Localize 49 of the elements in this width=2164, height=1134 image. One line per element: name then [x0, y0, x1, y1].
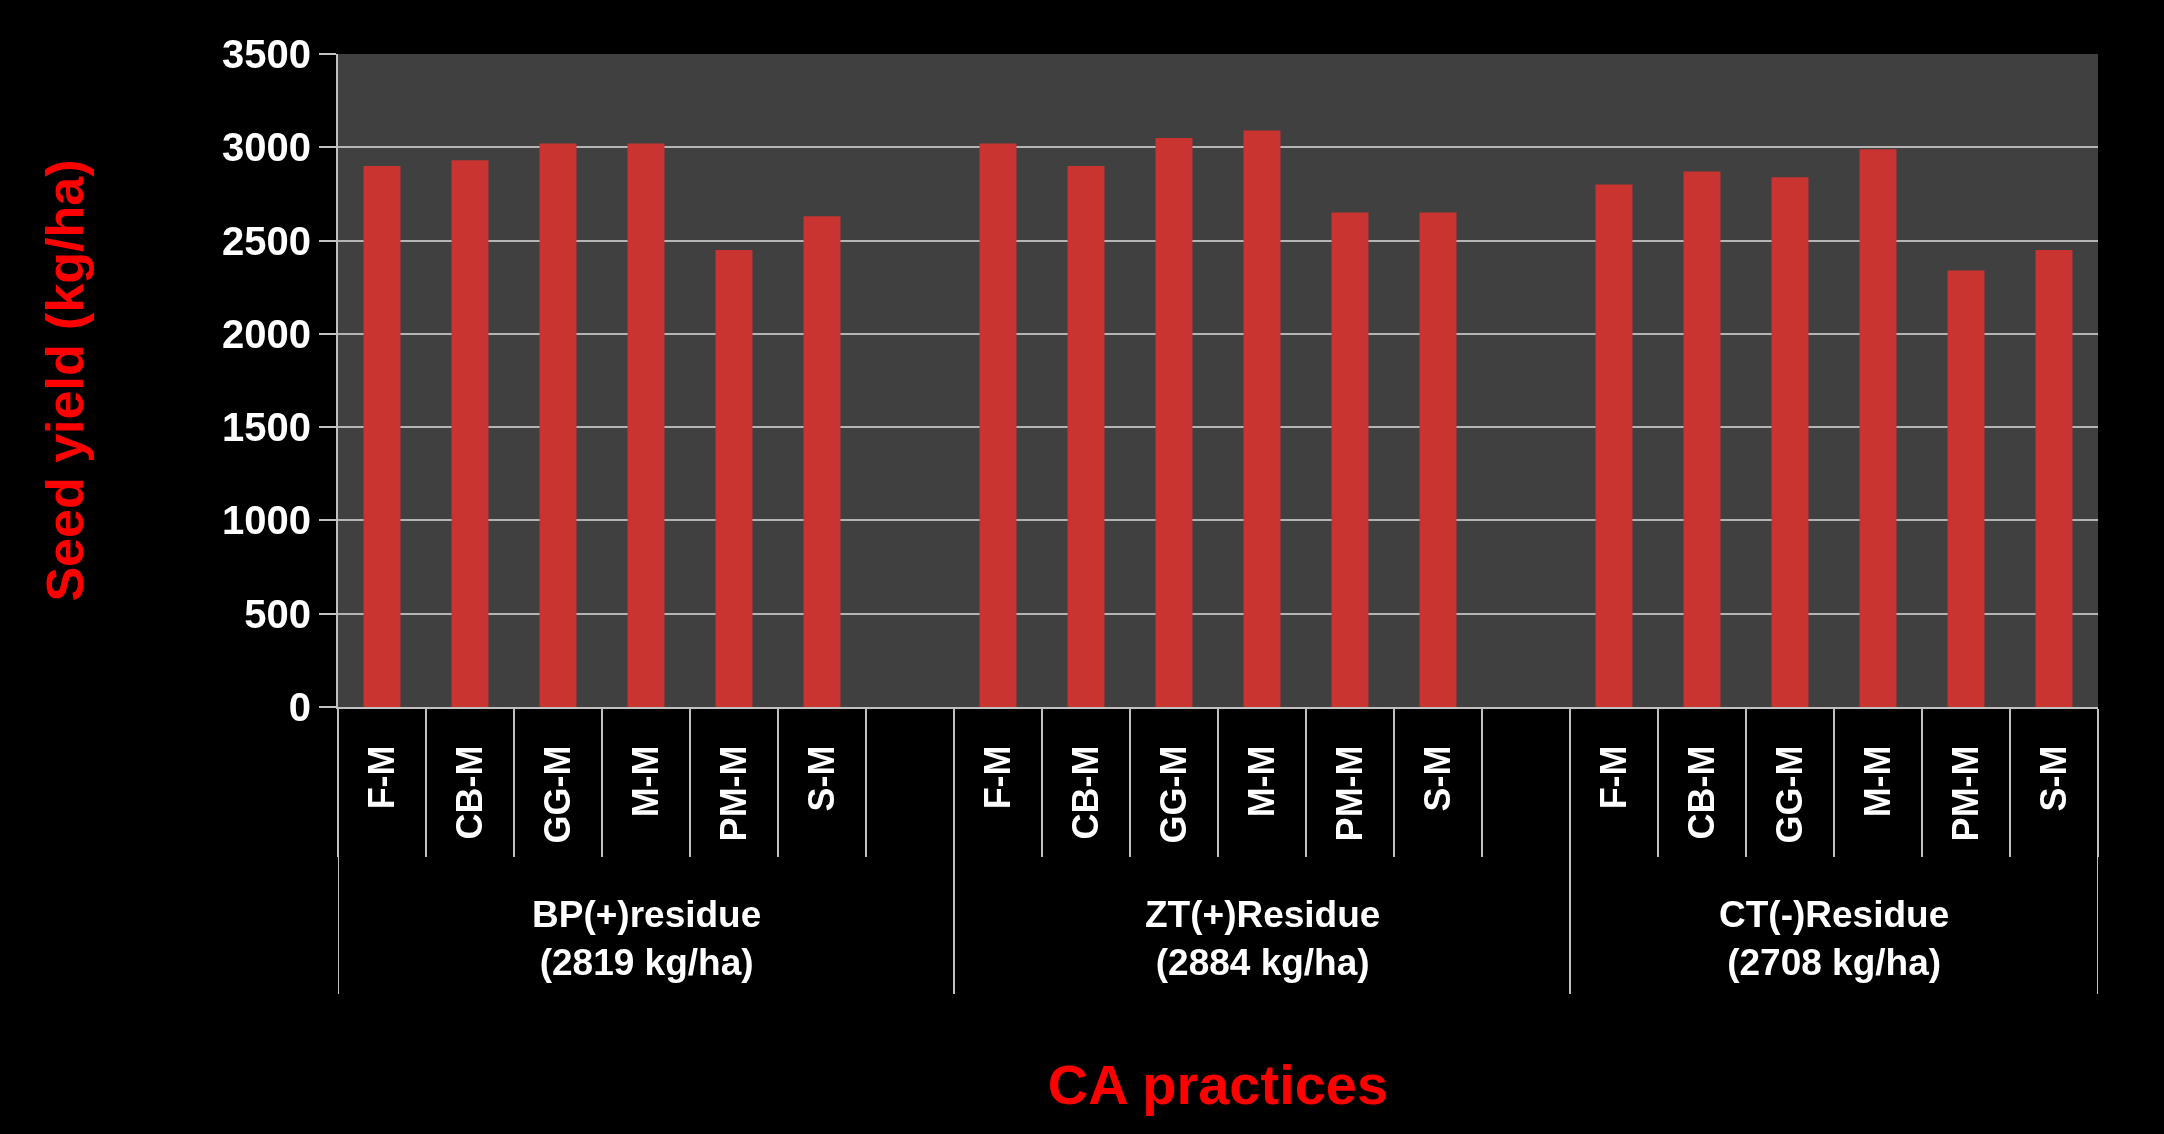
x-tick-label: F-M — [360, 745, 402, 810]
bar — [1859, 149, 1897, 707]
x-tick-label: F-M — [1592, 745, 1634, 810]
bar — [803, 216, 841, 707]
x-tick-label: CB-M — [448, 745, 490, 840]
x-tick-label: PM-M — [712, 745, 754, 842]
y-tick-label: 1000 — [222, 498, 311, 543]
bar — [1067, 165, 1105, 707]
x-tick-label: GG-M — [1152, 745, 1194, 844]
bar — [1155, 137, 1193, 707]
x-tick-label: PM-M — [1328, 745, 1370, 842]
x-axis-title: CA practices — [1047, 1052, 1389, 1116]
x-tick-label: GG-M — [536, 745, 578, 844]
y-tick-label: 0 — [288, 685, 311, 729]
x-tick-label: CB-M — [1064, 745, 1106, 840]
bar — [1331, 212, 1369, 707]
bar — [451, 160, 489, 707]
x-tick-label: S-M — [800, 745, 842, 812]
x-tick-label: PM-M — [1944, 745, 1986, 842]
y-tick-label: 3000 — [222, 125, 311, 170]
bar — [1419, 212, 1457, 707]
x-tick-label: S-M — [1416, 745, 1458, 812]
x-tick-label: M-M — [624, 745, 666, 818]
text: ZT(+)Residue (2884 kg/ha) — [1145, 894, 1381, 984]
y-tick-label: 3500 — [222, 32, 311, 76]
x-tick-label: M-M — [1240, 745, 1282, 818]
bar — [1595, 184, 1633, 707]
bar — [1947, 270, 1985, 707]
bar — [1683, 171, 1721, 707]
y-tick-label: 1500 — [222, 405, 311, 450]
bar — [627, 143, 665, 707]
text: BP(+)residue (2819 kg/ha) — [532, 894, 762, 984]
y-tick-label: 2000 — [222, 311, 311, 356]
x-tick-label: F-M — [976, 745, 1018, 810]
y-tick-label: 2500 — [222, 218, 311, 263]
bar — [979, 143, 1017, 707]
bar — [1771, 177, 1809, 707]
y-axis-title: Seed yield (kg/ha) — [35, 159, 94, 602]
x-tick-label: M-M — [1856, 745, 1898, 818]
bar — [363, 165, 401, 707]
y-tick-label: 500 — [244, 591, 311, 636]
bar — [539, 143, 577, 707]
x-tick-label: CB-M — [1680, 745, 1722, 840]
text: CT(-)Residue (2708 kg/ha) — [1719, 894, 1950, 984]
x-tick-label: S-M — [2032, 745, 2074, 812]
x-tick-label: GG-M — [1768, 745, 1810, 844]
bar — [2035, 249, 2073, 707]
bar — [1243, 130, 1281, 707]
bar — [715, 249, 753, 707]
